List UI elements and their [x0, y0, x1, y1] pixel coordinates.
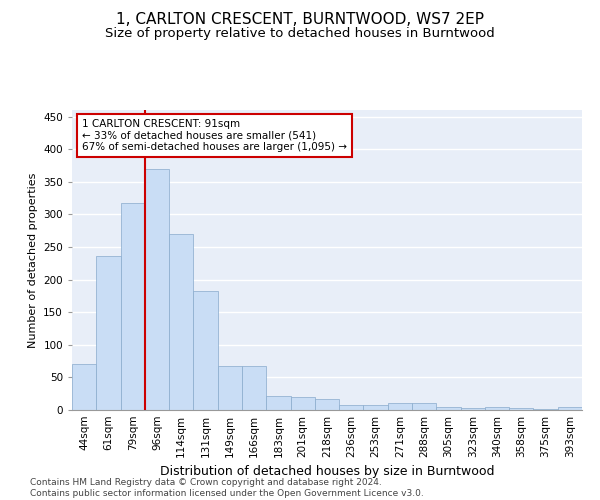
Text: 1, CARLTON CRESCENT, BURNTWOOD, WS7 2EP: 1, CARLTON CRESCENT, BURNTWOOD, WS7 2EP: [116, 12, 484, 28]
Text: Size of property relative to detached houses in Burntwood: Size of property relative to detached ho…: [105, 28, 495, 40]
Bar: [509, 408, 533, 410]
Bar: [72, 364, 96, 410]
Bar: [412, 404, 436, 410]
Bar: [315, 399, 339, 410]
X-axis label: Distribution of detached houses by size in Burntwood: Distribution of detached houses by size …: [160, 466, 494, 478]
Y-axis label: Number of detached properties: Number of detached properties: [28, 172, 38, 348]
Bar: [485, 408, 509, 410]
Bar: [169, 234, 193, 410]
Bar: [193, 290, 218, 410]
Bar: [121, 202, 145, 410]
Bar: [461, 408, 485, 410]
Bar: [388, 404, 412, 410]
Bar: [533, 408, 558, 410]
Bar: [364, 406, 388, 410]
Bar: [145, 168, 169, 410]
Bar: [290, 397, 315, 410]
Bar: [558, 408, 582, 410]
Text: Contains HM Land Registry data © Crown copyright and database right 2024.
Contai: Contains HM Land Registry data © Crown c…: [30, 478, 424, 498]
Bar: [242, 366, 266, 410]
Bar: [339, 405, 364, 410]
Bar: [218, 366, 242, 410]
Bar: [266, 396, 290, 410]
Bar: [96, 256, 121, 410]
Text: 1 CARLTON CRESCENT: 91sqm
← 33% of detached houses are smaller (541)
67% of semi: 1 CARLTON CRESCENT: 91sqm ← 33% of detac…: [82, 119, 347, 152]
Bar: [436, 408, 461, 410]
